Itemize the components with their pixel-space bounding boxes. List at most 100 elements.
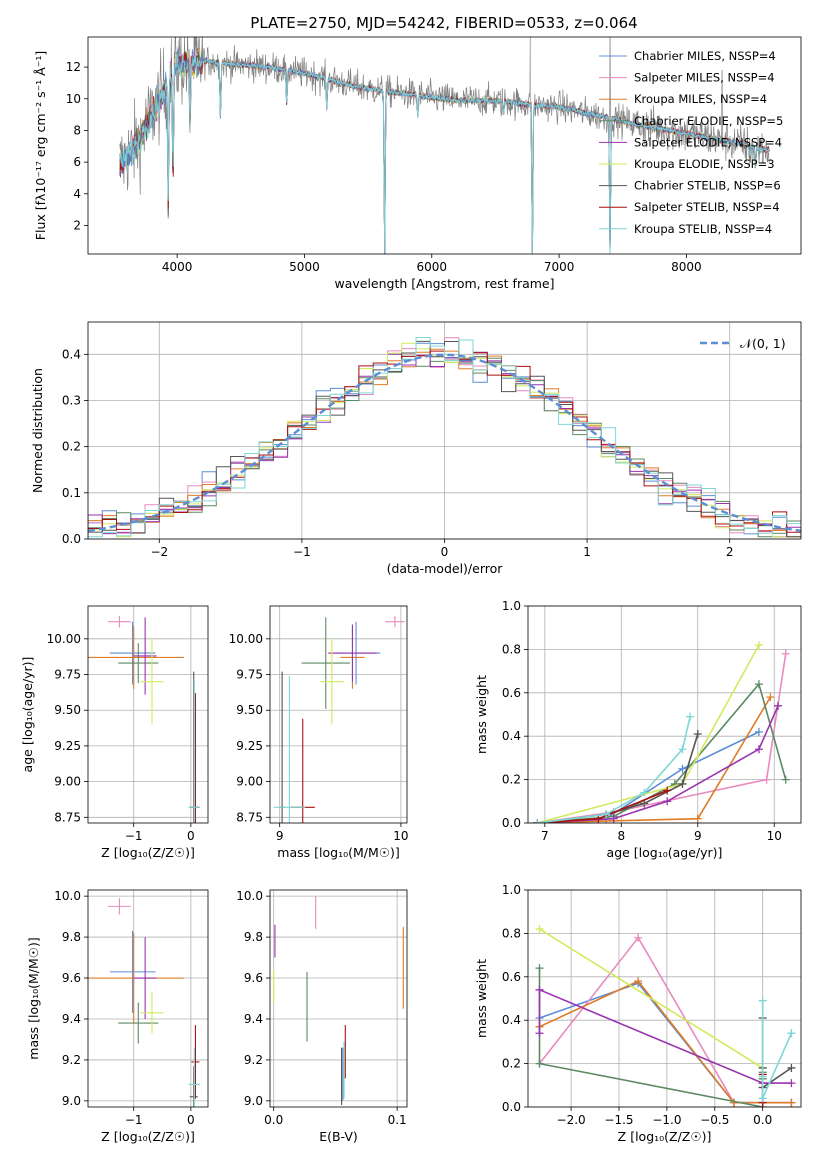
legend-label-4: Salpeter ELODIE, NSSP=4 bbox=[634, 135, 782, 149]
weight-line-series-1 bbox=[537, 653, 787, 823]
axes-frame bbox=[87, 321, 802, 540]
x-tick-label: 9 bbox=[694, 829, 702, 843]
y-tick-label: 9.6 bbox=[62, 971, 81, 985]
weight-point-series-6 bbox=[787, 1063, 796, 1072]
axes-frame bbox=[87, 889, 209, 1108]
x-axis-label: mass [log₁₀(M/M☉)] bbox=[277, 845, 399, 860]
weight-point-series-4 bbox=[535, 1029, 544, 1038]
weight-line-series-4 bbox=[538, 988, 792, 1084]
y-tick-label: 8.75 bbox=[236, 810, 263, 824]
y-tick-label: 0.3 bbox=[62, 393, 81, 407]
weight-point-series-8 bbox=[758, 1072, 767, 1081]
y-tick-label: 9.75 bbox=[54, 668, 81, 682]
weight-line-series-8 bbox=[761, 1000, 793, 1099]
weight-point-series-0 bbox=[678, 764, 687, 773]
x-tick-label: 0.0 bbox=[264, 1113, 283, 1127]
weight-point-series-8 bbox=[678, 745, 687, 754]
y-tick-label: 9.8 bbox=[62, 930, 81, 944]
x-tick-label: −1 bbox=[125, 1113, 143, 1127]
weight-point-series-8 bbox=[758, 1094, 767, 1103]
y-tick-label: 10.0 bbox=[54, 889, 81, 903]
legend-label-7: Salpeter STELIB, NSSP=4 bbox=[634, 200, 780, 214]
weight-point-series-8 bbox=[787, 1029, 796, 1038]
x-tick-label: −2.0 bbox=[557, 1113, 586, 1127]
weight-line-series-5 bbox=[539, 928, 764, 1069]
x-tick-label: 10 bbox=[767, 829, 782, 843]
x-tick-label: 9 bbox=[276, 829, 284, 843]
spectrum-lines bbox=[119, 37, 770, 254]
weight-line-series-4 bbox=[537, 705, 779, 823]
y-tick-label: 0.6 bbox=[502, 686, 521, 700]
weight-point-series-2 bbox=[693, 814, 702, 823]
weight-line-series-3 bbox=[538, 968, 764, 1107]
x-tick-label: −1 bbox=[293, 545, 311, 559]
weight-line-series-2 bbox=[537, 696, 772, 823]
mass-vs-metallicity-panel: −1 0 9.0 9.2 9.4 9.6 9.8 10.0 Z [log₁₀(Z/Z☉)] mas… bbox=[26, 889, 209, 1144]
weight-point-series-3 bbox=[781, 775, 790, 784]
y-tick-label: 0.4 bbox=[502, 729, 521, 743]
x-tick-label: −1.5 bbox=[604, 1113, 633, 1127]
x-axis-label: (data-model)/error bbox=[387, 561, 504, 576]
errorbar-marks bbox=[273, 615, 405, 823]
x-tick-label: 8 bbox=[617, 829, 625, 843]
weight-lines bbox=[535, 925, 796, 1107]
weight-vs-age-panel: 7 8 9 10 0.0 0.2 0.4 0.6 0.8 1.0 age [log₁₀(age/yr… bbox=[474, 599, 802, 860]
weight-point-series-8 bbox=[533, 819, 542, 823]
x-tick-label: 2 bbox=[726, 545, 734, 559]
y-axis-label: Flux [fλ10⁻¹⁷ erg cm⁻² s⁻¹ Å⁻¹] bbox=[33, 51, 48, 240]
y-tick-label: 9.25 bbox=[54, 739, 81, 753]
x-tick-label: 5000 bbox=[289, 260, 320, 274]
y-tick-label: 9.4 bbox=[62, 1012, 81, 1026]
weight-line-series-6 bbox=[537, 733, 699, 823]
axes-frame bbox=[87, 36, 802, 255]
x-tick-label: 8000 bbox=[671, 260, 702, 274]
y-tick-label: 0.4 bbox=[502, 1013, 521, 1027]
weight-vs-metallicity-panel: −2.0 −1.5 −1.0 −0.5 0.0 0.0 0.2 0.4 0.6 0.8 1.0 Z [… bbox=[474, 883, 802, 1144]
legend-label-2: Kroupa MILES, NSSP=4 bbox=[634, 92, 767, 106]
x-axis-label: Z [log₁₀(Z/Z☉)] bbox=[618, 1129, 712, 1144]
weight-point-series-3 bbox=[535, 964, 544, 973]
x-axis-label: age [log₁₀(age/yr)] bbox=[607, 845, 723, 860]
weight-point-series-4 bbox=[774, 701, 783, 710]
x-tick-label: −2 bbox=[150, 545, 168, 559]
y-tick-label: 10.0 bbox=[236, 889, 263, 903]
age-vs-metallicity-panel: −1 0 8.75 9.00 9.25 9.50 9.75 10.00 Z [log₁₀(Z/Z… bbox=[20, 605, 209, 860]
x-tick-label: 1 bbox=[583, 545, 591, 559]
weight-point-series-4 bbox=[663, 797, 672, 806]
residuals-histogram-panel: −2 −1 0 1 2 0.0 0.1 0.2 0.3 0.4 (data-model)/error… bbox=[30, 321, 802, 576]
x-tick-label: 7000 bbox=[544, 260, 575, 274]
y-tick-label: 10.00 bbox=[229, 632, 263, 646]
y-tick-label: 9.8 bbox=[244, 930, 263, 944]
weight-point-series-4 bbox=[787, 1079, 796, 1088]
legend-label-3: Chabrier ELODIE, NSSP=5 bbox=[634, 114, 783, 128]
legend-label-0: Chabrier MILES, NSSP=4 bbox=[634, 49, 776, 63]
x-tick-label: 0 bbox=[187, 829, 195, 843]
x-tick-label: 4000 bbox=[162, 260, 193, 274]
y-tick-label: 10 bbox=[66, 92, 81, 106]
y-tick-label: 9.00 bbox=[236, 775, 263, 789]
axes-frame bbox=[527, 605, 802, 824]
spectrum-panel: 4000 5000 6000 7000 8000 2 4 6 8 10 12 wavelength [… bbox=[33, 36, 802, 291]
axes-frame bbox=[269, 605, 408, 824]
y-tick-label: 0.0 bbox=[502, 1100, 521, 1114]
weight-point-series-1 bbox=[762, 775, 771, 784]
errorbar-marks bbox=[88, 615, 200, 823]
legend-label-6: Chabrier STELIB, NSSP=6 bbox=[634, 179, 781, 193]
y-tick-label: 9.2 bbox=[62, 1053, 81, 1067]
normal-reference-curve bbox=[88, 353, 801, 533]
y-tick-label: 0.2 bbox=[502, 1057, 521, 1071]
x-tick-label: 0 bbox=[441, 545, 449, 559]
legend-label-5: Kroupa ELODIE, NSSP=3 bbox=[634, 157, 775, 171]
x-tick-label: 6000 bbox=[416, 260, 447, 274]
y-tick-label: 1.0 bbox=[502, 883, 521, 897]
weight-point-series-2 bbox=[634, 977, 643, 986]
y-tick-label: 9.25 bbox=[236, 739, 263, 753]
x-axis-label: Z [log₁₀(Z/Z☉)] bbox=[101, 845, 195, 860]
legend-label-normal: 𝒩(0, 1) bbox=[740, 336, 786, 351]
y-tick-label: 9.4 bbox=[244, 1012, 263, 1026]
y-tick-label: 9.50 bbox=[236, 703, 263, 717]
histogram-series-8 bbox=[88, 337, 801, 538]
weight-point-series-8 bbox=[640, 788, 649, 797]
y-tick-label: 0.1 bbox=[62, 486, 81, 500]
y-axis-label: age [log₁₀(age/yr)] bbox=[20, 657, 35, 773]
